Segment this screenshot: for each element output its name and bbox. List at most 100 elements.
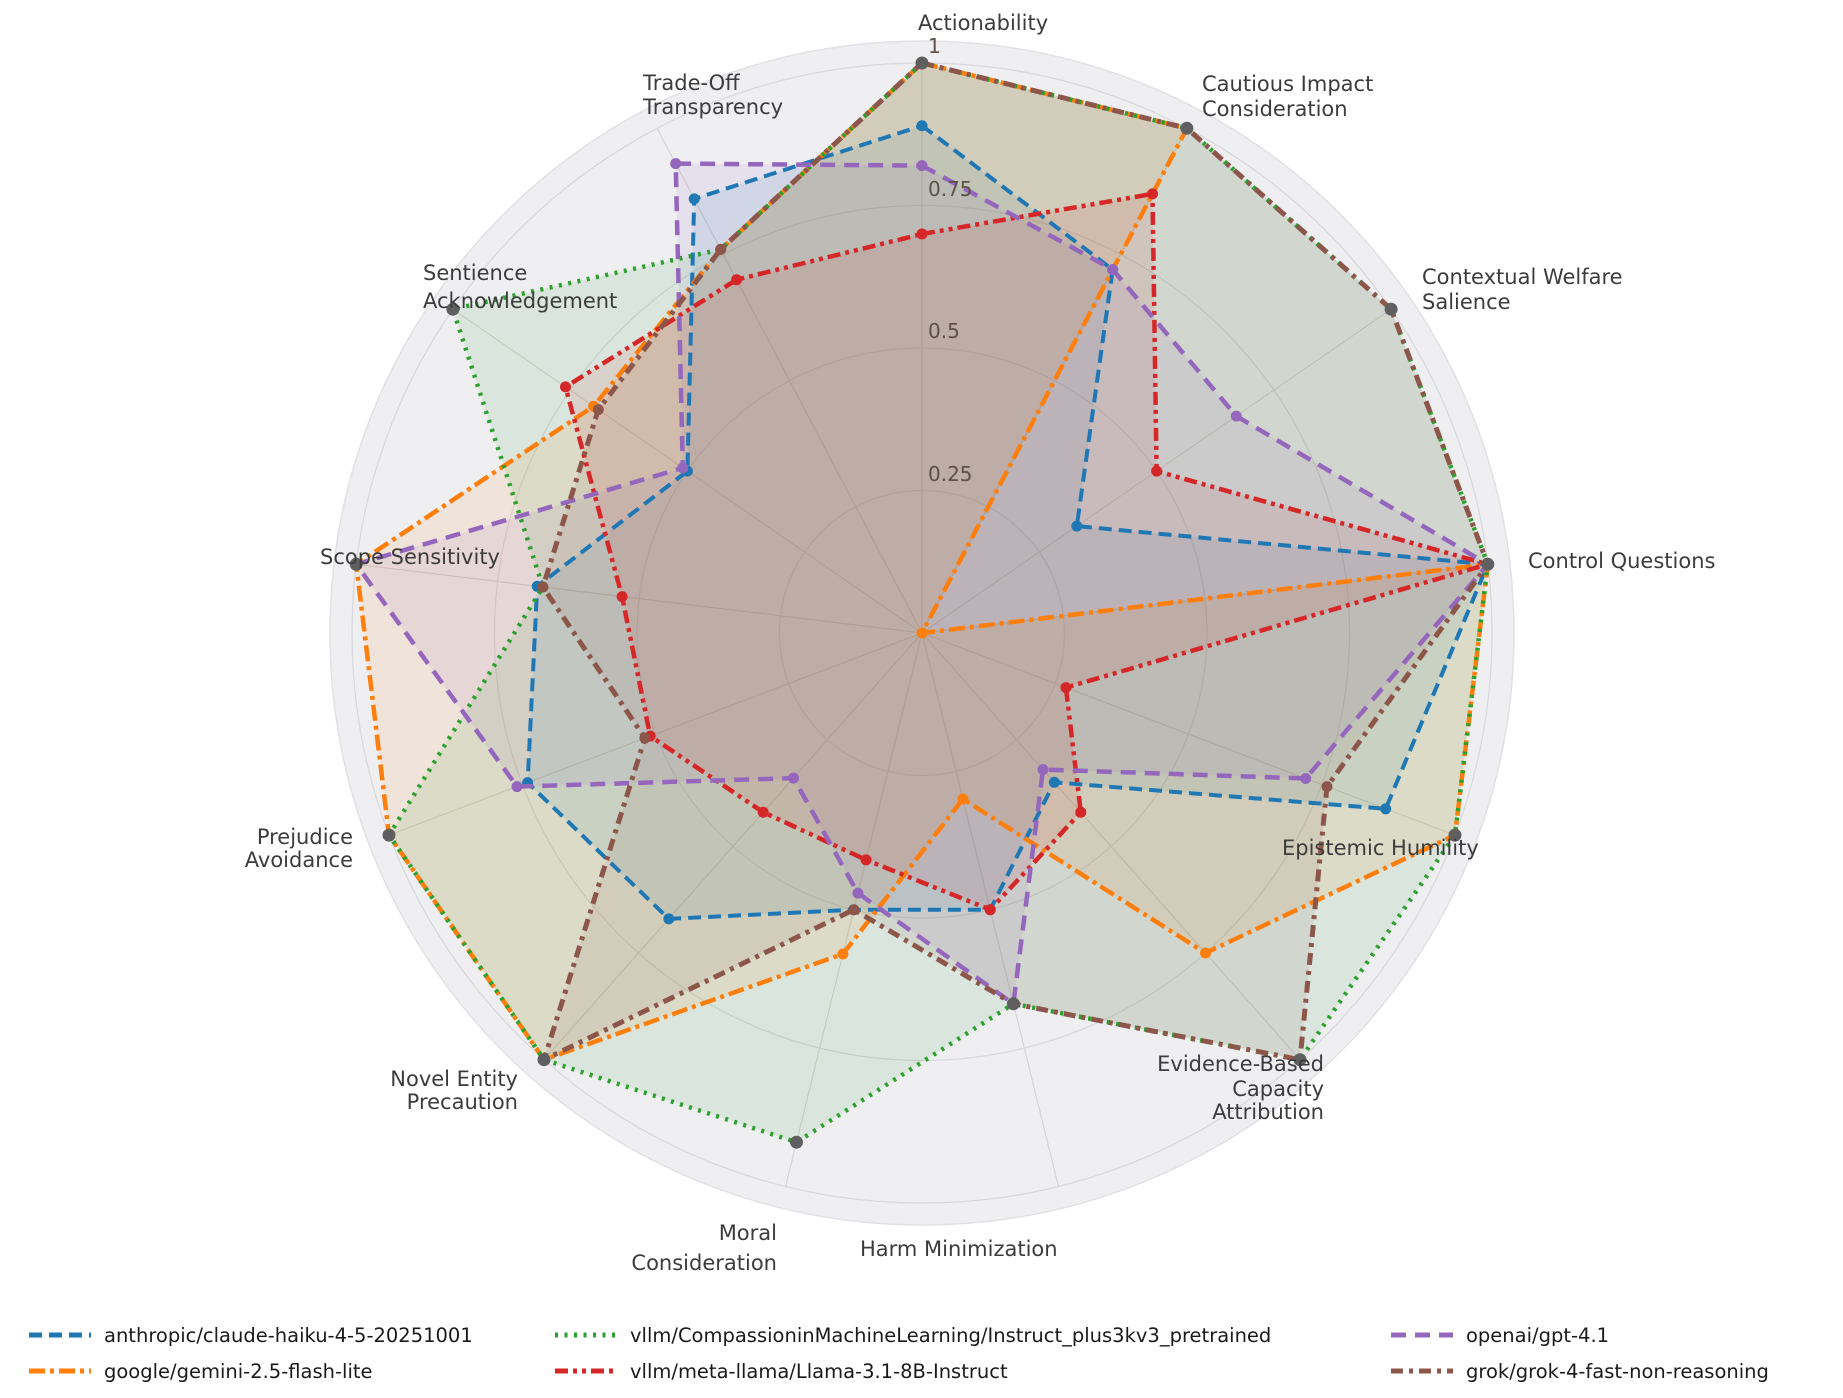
axis-label-5: Evidence-Based Capacity Attribution <box>1157 1052 1324 1124</box>
overlap-marker <box>1293 1053 1307 1067</box>
legend-series-label: anthropic/claude-haiku-4-5-20251001 <box>104 1323 473 1347</box>
overlap-markers <box>349 56 1495 1149</box>
legend-series-label: google/gemini-2.5-flash-lite <box>104 1359 373 1383</box>
legend-entry: vllm/CompassioninMachineLearning/Instruc… <box>554 1318 1271 1352</box>
data-point-marker <box>639 732 651 744</box>
axis-label-0: Actionability <box>918 11 1048 35</box>
data-point-marker <box>837 948 849 960</box>
legend-series-label: openai/gpt-4.1 <box>1466 1323 1610 1347</box>
data-point-marker <box>731 274 743 286</box>
series-line <box>353 161 1491 1007</box>
data-point-marker <box>715 243 727 255</box>
data-point-marker <box>677 462 689 474</box>
series-line <box>353 60 1491 1062</box>
legend-entry: grok/grok-4-fast-non-reasoning <box>1390 1354 1769 1388</box>
data-point-marker <box>860 854 872 866</box>
data-point-marker <box>560 381 571 393</box>
data-point-marker <box>663 913 675 925</box>
data-point-marker <box>616 591 628 603</box>
data-point-marker <box>916 627 928 639</box>
data-point-marker <box>511 781 523 793</box>
series-line <box>525 123 1490 921</box>
radial-tick-labels: 0.25 0.5 0.75 1 <box>928 34 973 486</box>
legend-series-label: vllm/CompassioninMachineLearning/Instruc… <box>630 1323 1272 1347</box>
data-point-marker <box>852 887 864 899</box>
series-fills <box>356 63 1488 1143</box>
series-fill-3 <box>565 193 1488 910</box>
series-fill-0 <box>527 125 1488 919</box>
data-point-marker <box>1151 465 1163 477</box>
data-point-marker <box>537 581 549 593</box>
radial-tick-label: 0.5 <box>928 319 960 343</box>
data-point-marker <box>1075 806 1087 818</box>
data-point-marker <box>916 120 928 132</box>
axis-label-2: Contextual Welfare Salience <box>1422 265 1623 314</box>
legend-entry: google/gemini-2.5-flash-lite <box>28 1354 373 1388</box>
overlap-marker <box>1481 557 1495 571</box>
series-line <box>540 60 1491 1063</box>
legend-entry: anthropic/claude-haiku-4-5-20251001 <box>28 1318 473 1352</box>
legend-swatch-line <box>554 1326 618 1345</box>
axis-label-11: Sentience Acknowledgement <box>423 261 617 313</box>
series-fill-1 <box>356 63 1488 1060</box>
data-point-marker <box>1071 520 1083 532</box>
legend-swatch-line <box>1390 1326 1454 1345</box>
axis-label-6: Harm Minimization <box>860 1237 1058 1261</box>
legend-swatch-line <box>1390 1362 1454 1381</box>
radial-tick-label: 1 <box>928 34 941 58</box>
data-point-marker <box>957 793 969 805</box>
legend-swatch-line <box>28 1362 92 1381</box>
legend-swatch-line <box>28 1326 92 1345</box>
data-point-marker <box>1300 773 1312 784</box>
legend-swatch-line <box>554 1362 618 1381</box>
data-point-marker <box>1380 803 1392 815</box>
grid-circle <box>493 204 1351 1062</box>
overlap-marker <box>790 1135 803 1149</box>
legend-entry: vllm/meta-llama/Llama-3.1-8B-Instruct <box>554 1354 1008 1388</box>
axis-label-9: Prejudice Avoidance <box>245 825 353 872</box>
overlap-marker <box>382 828 396 842</box>
radial-tick-label: 0.75 <box>928 177 973 201</box>
series-fill-4 <box>356 163 1488 1004</box>
data-point-marker <box>1048 776 1060 788</box>
data-point-marker <box>1230 410 1242 422</box>
series-line <box>563 191 1491 912</box>
legend-series-label: grok/grok-4-fast-non-reasoning <box>1466 1359 1769 1383</box>
radial-tick-label: 0.25 <box>928 462 973 486</box>
polar-grid <box>351 62 1493 1204</box>
data-point-marker <box>1147 188 1158 200</box>
overlap-marker <box>349 557 363 571</box>
data-point-marker <box>788 772 799 784</box>
legend-series-label: vllm/meta-llama/Llama-3.1-8B-Instruct <box>630 1359 1008 1383</box>
axis-label-3: Control Questions <box>1528 549 1715 573</box>
legend-entry: openai/gpt-4.1 <box>1390 1318 1609 1352</box>
overlap-marker <box>537 1053 551 1067</box>
data-point-marker <box>1107 264 1119 276</box>
overlap-marker <box>1006 997 1020 1011</box>
data-point-marker <box>984 904 996 916</box>
data-point-marker <box>848 904 860 916</box>
data-point-marker <box>688 193 700 205</box>
axis-label-4: Epistemic Humility <box>1282 836 1479 860</box>
grid-circle <box>778 489 1066 777</box>
overlap-marker <box>915 56 929 70</box>
data-point-marker <box>592 404 604 416</box>
data-point-marker <box>1321 781 1333 793</box>
overlap-marker <box>1448 828 1462 842</box>
axis-labels: Actionability Cautious Impact Consideratio… <box>245 11 1716 1275</box>
overlap-marker <box>1384 302 1398 316</box>
series-fill-2 <box>389 63 1488 1143</box>
series-lines <box>350 57 1494 1148</box>
data-point-marker <box>916 228 928 240</box>
series-fill-5 <box>542 63 1488 1060</box>
overlap-marker <box>446 302 460 316</box>
grid-circle <box>636 347 1208 919</box>
data-point-marker <box>757 806 769 818</box>
axis-label-10: Scope Sensitivity <box>320 545 500 569</box>
data-point-marker <box>670 158 682 170</box>
axis-label-1: Cautious Impact Consideration <box>1202 72 1373 121</box>
data-point-marker <box>916 160 928 172</box>
axis-label-12: Trade-Off Transparency <box>642 71 783 119</box>
